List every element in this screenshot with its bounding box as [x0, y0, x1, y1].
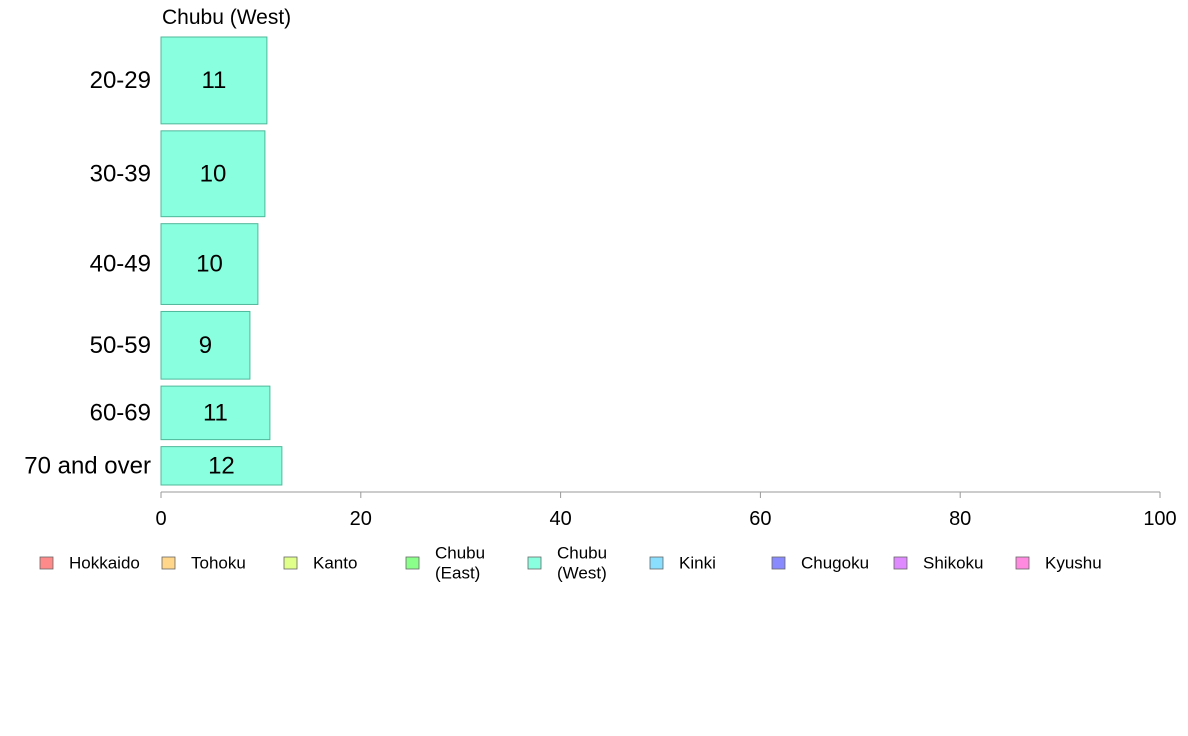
legend-label: Kanto — [313, 554, 357, 573]
category-label: 30-39 — [90, 160, 151, 187]
legend-label: Tohoku — [191, 554, 246, 573]
data-label: 12 — [208, 452, 235, 479]
legend-label: Kyushu — [1045, 554, 1102, 573]
bar-70-and-over — [160, 446, 283, 486]
legend: Hokkaido Tohoku Kanto Chubu (East) Chubu (West… — [39, 544, 1102, 583]
category-label: 50-59 — [90, 332, 151, 359]
bar-20-29 — [160, 36, 268, 125]
legend-label: Chubu (West) — [557, 544, 607, 583]
data-label: 11 — [203, 399, 228, 426]
data-label: 10 — [200, 160, 227, 187]
legend-label: Chugoku — [801, 554, 869, 573]
x-tick-label: 100 — [1143, 508, 1176, 530]
category-label: 70 and over — [24, 452, 151, 479]
x-tick-label: 80 — [949, 508, 971, 530]
data-label: 10 — [196, 251, 223, 278]
bar-50-59 — [160, 310, 251, 380]
legend-label: Chubu (East) — [435, 544, 485, 583]
x-tick-label: 40 — [549, 508, 571, 530]
legend-swatch — [161, 556, 176, 570]
legend-swatch — [283, 556, 298, 570]
bar-40-49 — [160, 223, 259, 305]
data-label: 11 — [201, 67, 226, 94]
x-tick-label: 60 — [749, 508, 771, 530]
x-tick-label: 20 — [350, 508, 372, 530]
bar-60-69 — [160, 385, 271, 441]
category-label: 20-29 — [90, 67, 151, 94]
bars-group: 20-29 11 30-39 10 40-49 10 50-59 9 60-69 11 70 and… — [24, 36, 283, 486]
legend-label: Kinki — [679, 554, 716, 573]
data-label: 9 — [199, 332, 212, 359]
legend-swatch — [405, 556, 420, 570]
legend-swatch — [39, 556, 54, 570]
category-label: 40-49 — [90, 251, 151, 278]
legend-label: Hokkaido — [69, 554, 140, 573]
legend-swatch — [527, 556, 542, 570]
legend-label: Shikoku — [923, 554, 983, 573]
legend-swatch — [893, 556, 908, 570]
bar-30-39 — [160, 130, 266, 218]
legend-swatch — [1015, 556, 1030, 570]
legend-swatch — [649, 556, 664, 570]
chart-title: Chubu (West) — [162, 6, 291, 29]
legend-swatch — [771, 556, 786, 570]
x-axis: 0 20 40 60 80 100 — [155, 491, 1177, 530]
category-label: 60-69 — [90, 399, 151, 426]
x-tick-label: 0 — [155, 508, 166, 530]
